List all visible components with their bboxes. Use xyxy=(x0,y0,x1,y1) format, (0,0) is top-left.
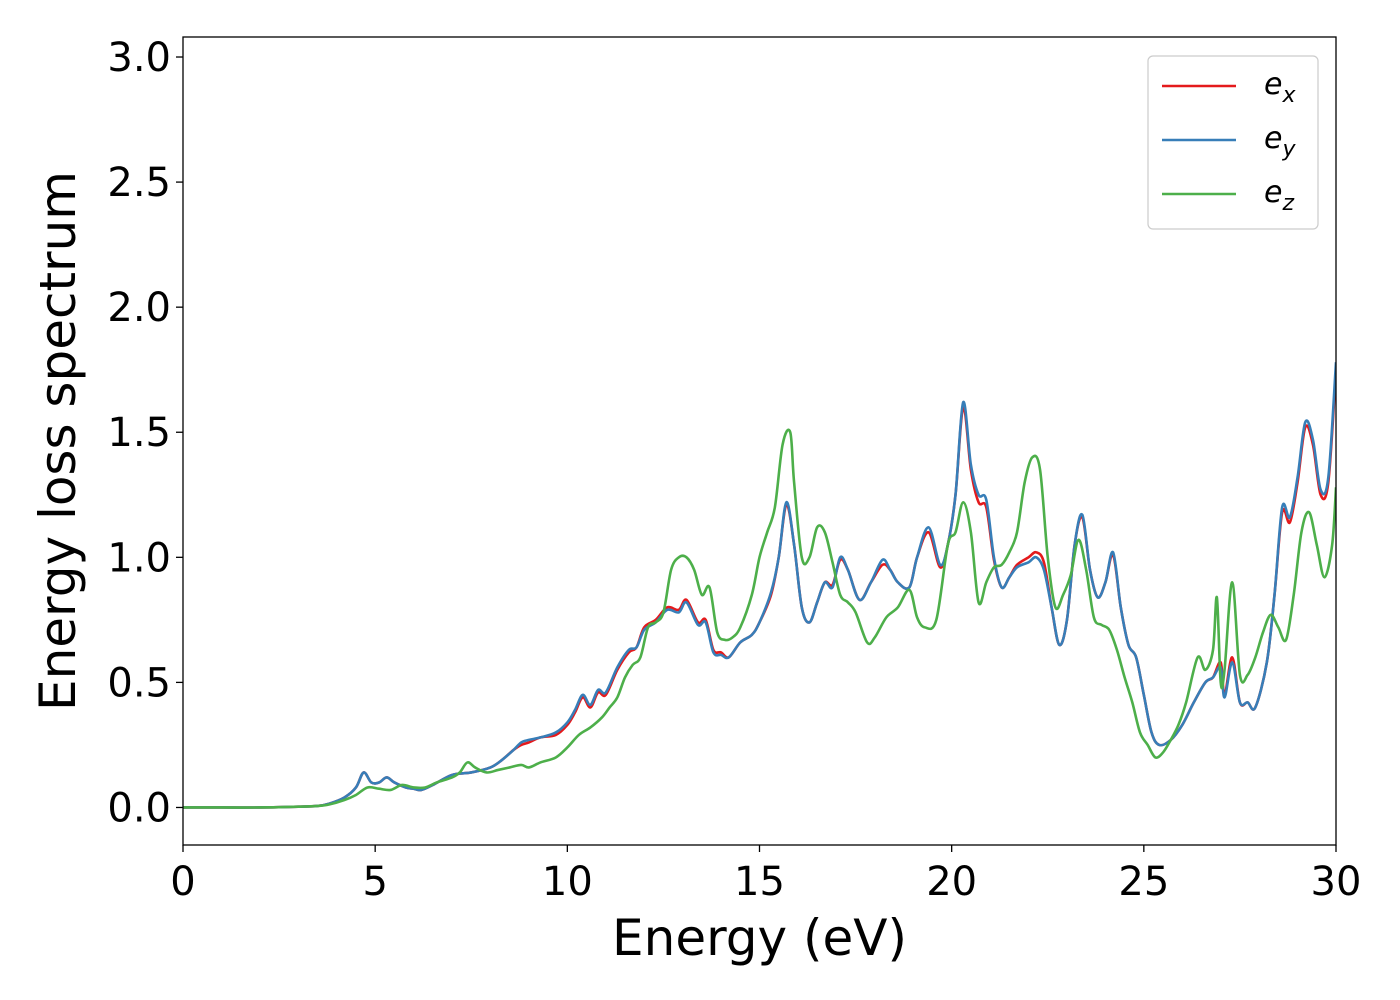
x-tick-label: 30 xyxy=(1311,859,1362,905)
series-line-y xyxy=(183,362,1336,809)
legend-label-subscript: z xyxy=(1281,191,1294,216)
y-tick-label: 0.5 xyxy=(107,660,171,706)
series-layer xyxy=(183,362,1336,809)
x-tick-label: 5 xyxy=(362,859,387,905)
legend-label-base: e xyxy=(1264,175,1282,210)
legend-label-z: ez xyxy=(1264,175,1294,216)
legend-label-base: e xyxy=(1264,67,1282,102)
y-axis-ticks: 0.0 0.5 1.0 1.5 2.0 2.5 3.0 xyxy=(107,35,183,831)
y-tick-label: 3.0 xyxy=(107,35,171,81)
x-tick-label: 10 xyxy=(542,859,593,905)
y-tick-label: 1.0 xyxy=(107,535,171,581)
x-tick-label: 0 xyxy=(170,859,195,905)
legend-label-y: ey xyxy=(1264,121,1296,162)
plot-area xyxy=(183,37,1336,845)
x-axis-title: Energy (eV) xyxy=(612,909,907,967)
x-tick-label: 15 xyxy=(734,859,785,905)
y-tick-label: 1.5 xyxy=(107,410,171,456)
series-line-z xyxy=(183,428,1336,809)
y-tick-label: 2.0 xyxy=(107,285,171,331)
y-tick-label: 0.0 xyxy=(107,785,171,831)
x-axis-ticks: 0 5 10 15 20 25 30 xyxy=(170,845,1361,905)
legend-label-base: e xyxy=(1264,121,1282,156)
legend-label-subscript: x xyxy=(1281,83,1296,108)
x-tick-label: 25 xyxy=(1118,859,1169,905)
legend-label-x: ex xyxy=(1264,67,1296,108)
legend-box xyxy=(1147,55,1319,230)
x-tick-label: 20 xyxy=(926,859,977,905)
y-axis-title: Energy loss spectrum xyxy=(29,171,87,711)
legend-label-subscript: y xyxy=(1281,137,1296,162)
y-tick-label: 2.5 xyxy=(107,160,171,206)
